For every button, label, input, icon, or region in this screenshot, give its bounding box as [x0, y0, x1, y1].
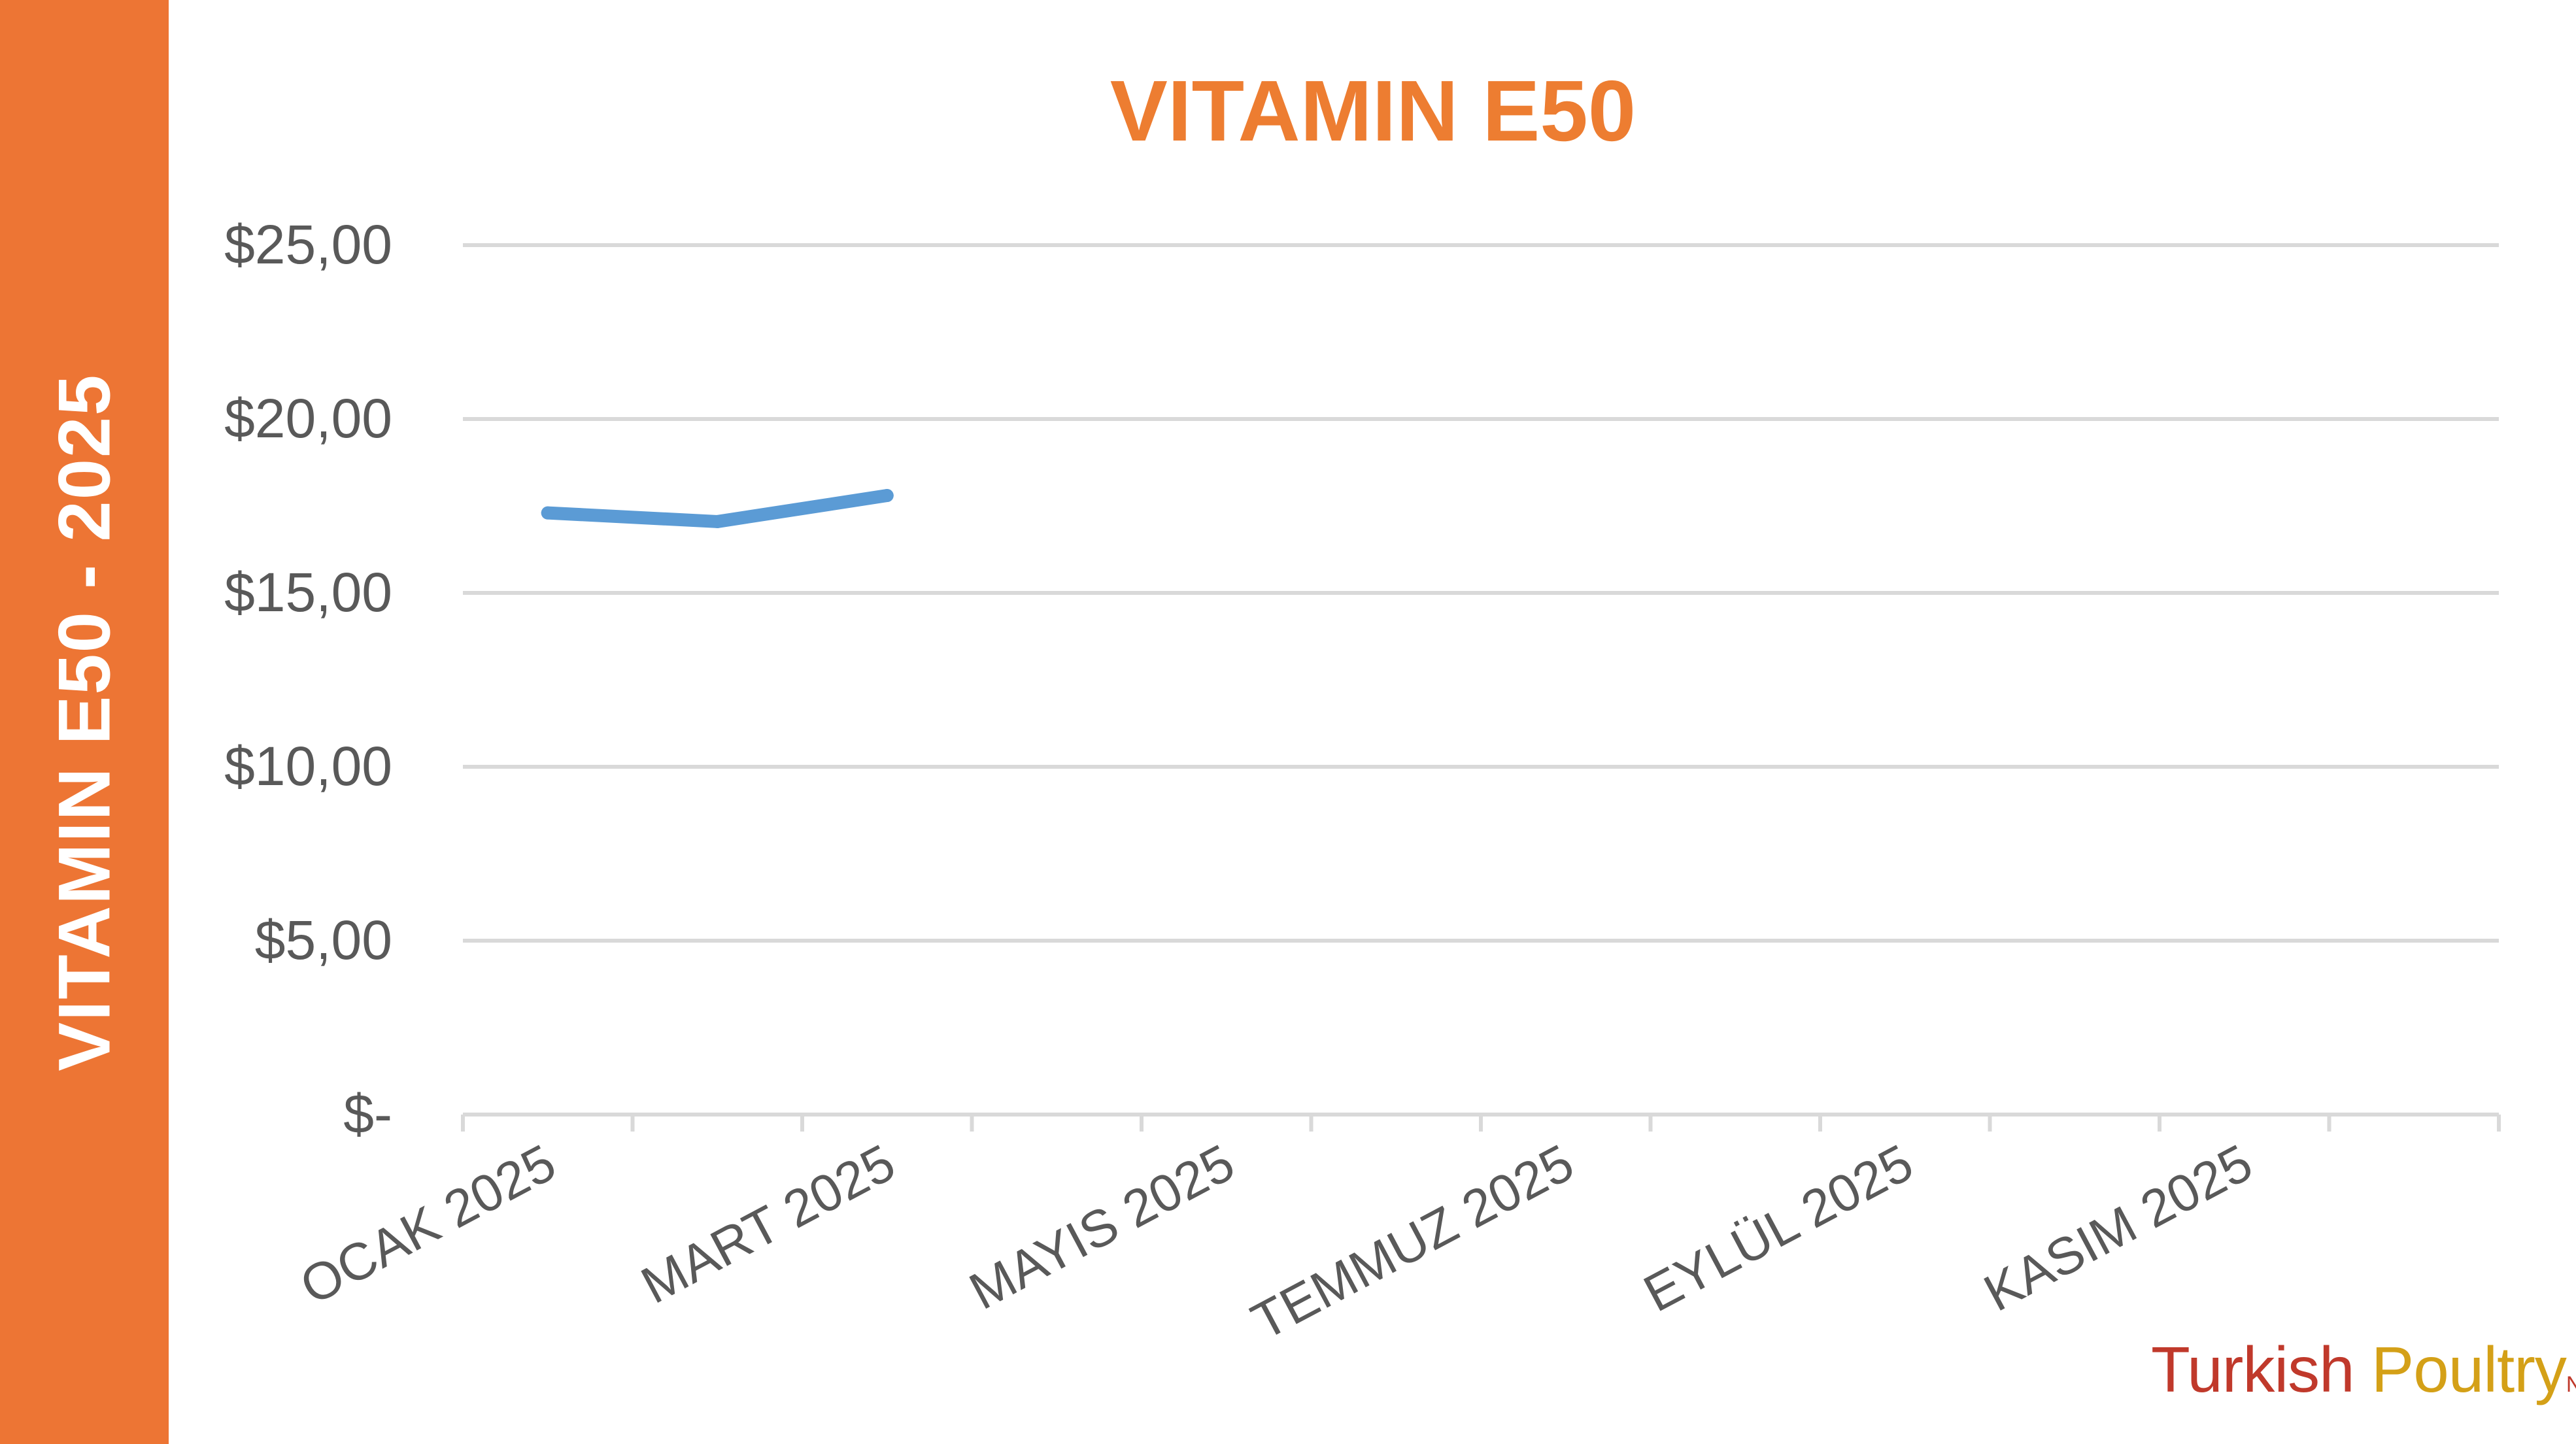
x-tick-label: MAYIS 2025 — [960, 1133, 1244, 1320]
y-tick-label: $5,00 — [255, 909, 392, 971]
x-tick-label: KASIM 2025 — [1974, 1133, 2261, 1322]
turkish-poultry-logo: Turkish PoultryNet — [2151, 1334, 2576, 1405]
x-tick-label: EYLÜL 2025 — [1635, 1133, 1922, 1322]
data-point-2 — [880, 489, 894, 503]
y-tick-label: $15,00 — [224, 562, 392, 623]
y-tick-label: $- — [343, 1083, 392, 1145]
y-tick-label: $25,00 — [224, 214, 392, 275]
side-band: VITAMIN E50 - 2025 — [0, 0, 169, 1444]
x-tick-label: OCAK 2025 — [291, 1133, 565, 1315]
x-axis — [461, 1113, 2501, 1132]
gridlines — [463, 243, 2499, 943]
data-point-1 — [711, 514, 724, 528]
x-tick-label: MART 2025 — [632, 1133, 904, 1315]
data-point-0 — [541, 506, 554, 520]
x-tick-label: TEMMUZ 2025 — [1242, 1133, 1583, 1351]
y-tick-label: $20,00 — [224, 388, 392, 449]
y-tick-labels: $- $5,00 $10,00 $15,00 $20,00 $25,00 — [224, 214, 392, 1145]
chart-title: VITAMIN E50 — [1110, 63, 1636, 159]
series — [541, 489, 894, 528]
y-tick-label: $10,00 — [224, 735, 392, 797]
